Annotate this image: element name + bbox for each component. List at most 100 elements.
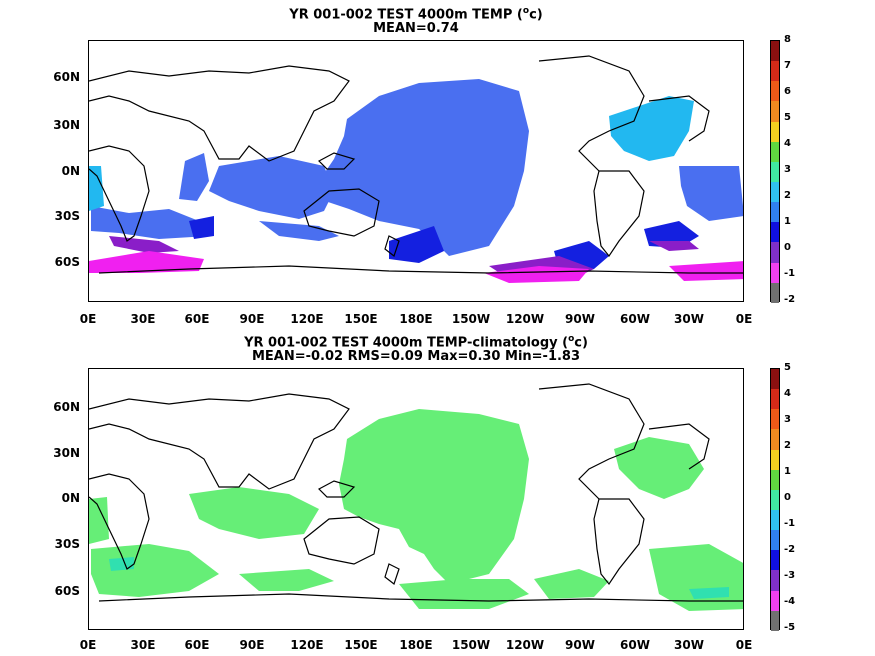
colorbar-tick-label: 7 — [784, 60, 791, 71]
lon-label: 150W — [451, 638, 491, 652]
colorbar-tick-label: -3 — [784, 570, 796, 581]
field-so-atl-green — [534, 569, 609, 599]
colorbar-segment — [771, 141, 779, 162]
colorbar-segment — [771, 121, 779, 142]
title-unit-tail: c) — [574, 335, 588, 351]
field-teal-1 — [109, 557, 134, 571]
lon-label: 150W — [451, 312, 491, 326]
lat-label: 60S — [54, 584, 80, 598]
lon-label: 90E — [239, 638, 265, 652]
lon-label: 150E — [344, 638, 378, 652]
panel-title: YR 001-002 TEST 4000m TEMP (oc) — [88, 4, 744, 22]
colorbar-tick-label: 2 — [784, 440, 791, 451]
colorbar-segment — [771, 101, 779, 122]
field-natl-green — [614, 437, 704, 499]
colorbar-tick-label: 4 — [784, 388, 791, 399]
colorbar-tick-label: 6 — [784, 86, 791, 97]
lon-label: 180E — [399, 638, 433, 652]
field-so-magenta-2 — [484, 266, 589, 283]
lat-label: 30S — [54, 209, 80, 223]
panel-title: YR 001-002 TEST 4000m TEMP-climatology (… — [88, 332, 744, 350]
coastlines — [89, 383, 743, 602]
colorbar-tick-label: -2 — [784, 544, 796, 555]
lon-label: 30W — [674, 638, 704, 652]
lon-label: 60W — [620, 638, 650, 652]
colorbar — [770, 40, 780, 303]
panel-subtitle: MEAN=-0.02 RMS=0.09 Max=0.30 Min=-1.83 — [251, 349, 581, 364]
map-field — [89, 55, 743, 283]
colorbar-segment — [771, 469, 779, 490]
map-area — [88, 368, 744, 630]
field-indian-blue-2 — [179, 153, 209, 201]
colorbar-segment — [771, 409, 779, 430]
colorbar-segment — [771, 262, 779, 283]
colorbar-segment — [771, 509, 779, 531]
colorbar-segment — [771, 202, 779, 223]
map-field — [89, 383, 743, 611]
lon-label: 60E — [184, 312, 210, 326]
colorbar-tick-label: 1 — [784, 466, 791, 477]
lon-label: 60W — [620, 312, 650, 326]
lon-label: 120E — [290, 312, 324, 326]
title-unit-tail: c) — [529, 7, 543, 23]
field-pacific-green — [339, 409, 529, 584]
colorbar-segment — [771, 81, 779, 102]
colorbar-segment — [771, 181, 779, 203]
lon-label: 0E — [735, 312, 753, 326]
colorbar-segment — [771, 429, 779, 450]
colorbar-tick-label: 0 — [784, 242, 791, 253]
lat-label: 60N — [53, 400, 80, 414]
field-teal-2 — [689, 587, 729, 599]
field-so-darkblue-1 — [189, 216, 214, 239]
title-line1: YR 001-002 TEST 4000m TEMP ( — [289, 7, 523, 23]
lon-label: 0E — [735, 638, 753, 652]
colorbar-tick-label: 3 — [784, 414, 791, 425]
coastlines — [89, 55, 743, 274]
lon-label: 0E — [79, 638, 97, 652]
field-west-lightblue — [89, 166, 104, 211]
lat-label: 30N — [53, 118, 80, 132]
field-so-purple-3 — [649, 241, 699, 251]
lon-label: 180E — [399, 312, 433, 326]
colorbar-tick-label: 4 — [784, 138, 791, 149]
lat-label: 30S — [54, 537, 80, 551]
lat-label: 60N — [53, 70, 80, 84]
field-satl-blue — [679, 166, 743, 221]
colorbar-segment — [771, 530, 779, 551]
colorbar-segment — [771, 590, 779, 611]
lon-label: 30E — [130, 312, 156, 326]
field-so-purple-1 — [109, 236, 179, 253]
lon-label: 0E — [79, 312, 97, 326]
colorbar-segment — [771, 369, 779, 390]
title-line1: YR 001-002 TEST 4000m TEMP-climatology ( — [244, 335, 569, 351]
colorbar-segment — [771, 41, 779, 62]
colorbar-segment — [771, 61, 779, 82]
field-so-darkblue-2 — [389, 226, 444, 263]
title-unit-sup: o — [522, 6, 530, 16]
colorbar-segment — [771, 389, 779, 410]
colorbar-tick-label: 0 — [784, 492, 791, 503]
title-unit-sup: o — [568, 334, 575, 344]
lon-label: 120W — [505, 312, 545, 326]
lon-label: 30E — [130, 638, 156, 652]
lon-label: 90W — [565, 638, 595, 652]
colorbar-segment — [771, 161, 779, 182]
lat-label: 0N — [61, 491, 80, 505]
field-so-pacific-green — [399, 579, 529, 609]
colorbar-segment — [771, 489, 779, 510]
field-indian-green — [189, 487, 319, 539]
lat-label: 30N — [53, 446, 80, 460]
colorbar-tick-label: 5 — [784, 112, 791, 123]
colorbar-segment — [771, 282, 779, 303]
colorbar-tick-label: -4 — [784, 596, 796, 607]
colorbar-segment — [771, 222, 779, 243]
panel-subtitle: MEAN=0.74 — [373, 21, 459, 36]
field-atl-lightblue — [609, 96, 694, 161]
colorbar-segment — [771, 570, 779, 591]
colorbar-segment — [771, 550, 779, 571]
field-so-magenta-1 — [89, 251, 204, 273]
field-southindian-blue — [259, 221, 339, 241]
colorbar-tick-label: 1 — [784, 216, 791, 227]
lon-label: 90W — [565, 312, 595, 326]
colorbar-tick-label: 5 — [784, 362, 791, 373]
